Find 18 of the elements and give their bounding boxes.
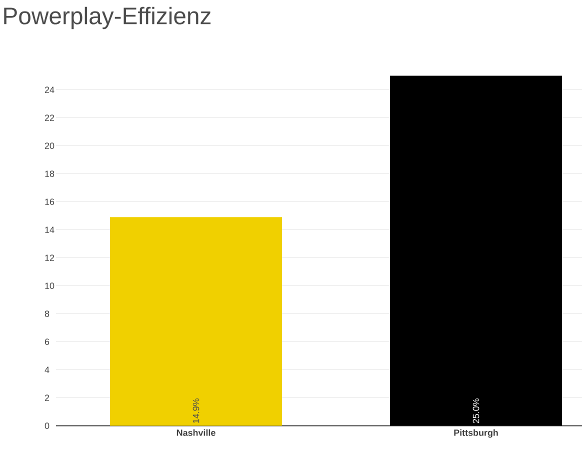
y-tick-label: 10 [45, 282, 54, 289]
data-label: 25.0% [472, 398, 480, 424]
y-tick-label: 4 [44, 366, 50, 373]
y-tick-label: 20 [44, 142, 54, 149]
data-label: 14.9% [192, 398, 200, 423]
y-tick-label: 14 [45, 226, 54, 233]
y-tick-label: 2 [44, 394, 50, 401]
y-tick-label: 18 [45, 170, 54, 177]
chart-title: Powerplay-Effizienz [4, 6, 211, 30]
y-tick-label: 0 [44, 422, 50, 429]
y-tick-label: 8 [44, 310, 50, 317]
y-tick-label: 22 [44, 114, 54, 121]
x-tick-label: Nashville [176, 429, 216, 436]
y-tick-label: 6 [44, 338, 50, 345]
y-tick-label: 12 [45, 254, 54, 261]
x-tick-label: Pittsburgh [454, 429, 498, 438]
y-tick-label: 16 [45, 198, 54, 205]
y-tick-label: 24 [44, 86, 54, 93]
